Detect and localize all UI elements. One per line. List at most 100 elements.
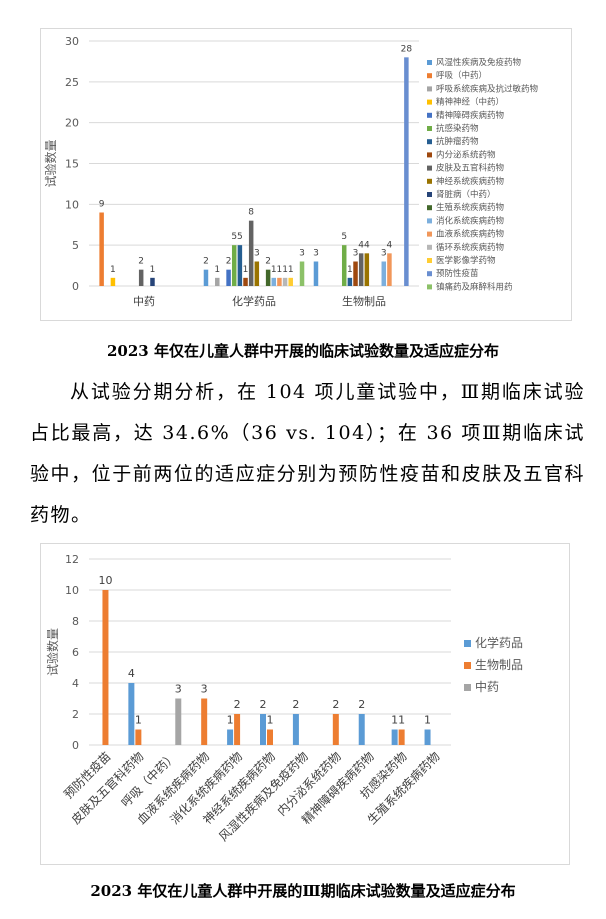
data-label: 3 <box>254 249 260 259</box>
data-label: 2 <box>138 257 144 267</box>
legend-swatch <box>427 86 432 92</box>
legend-label: 肾脏病（中药） <box>436 189 496 200</box>
bar <box>248 220 254 286</box>
data-label: 1 <box>110 265 116 275</box>
legend-label: 抗感染药物 <box>436 123 479 134</box>
x-tick-label: 化学药品 <box>232 294 276 308</box>
y-tick-label: 30 <box>65 35 79 48</box>
legend-swatch <box>427 60 432 65</box>
x-tick-label: 中药 <box>133 295 155 308</box>
bar <box>353 261 358 286</box>
legend-label: 呼吸（中药） <box>436 70 487 81</box>
bar <box>215 277 220 286</box>
legend-swatch <box>427 284 432 290</box>
data-label: 2 <box>292 698 299 711</box>
legend-label: 内分泌系统药物 <box>436 149 496 160</box>
y-axis-label: 试验数量 <box>45 628 60 676</box>
y-tick-label: 12 <box>65 553 79 566</box>
bar <box>150 277 155 286</box>
data-label: 1 <box>288 265 294 275</box>
bar <box>234 714 241 745</box>
bar <box>341 245 347 286</box>
legend-label: 医学影像学药物 <box>436 255 496 266</box>
data-label: 2 <box>260 698 267 711</box>
bar <box>138 269 144 286</box>
legend-label: 生物制品 <box>475 658 523 672</box>
legend-label: 消化系统疾病药物 <box>436 215 505 226</box>
bar <box>227 729 234 745</box>
bar <box>102 590 109 745</box>
data-label: 2 <box>358 698 365 711</box>
bar <box>226 269 231 286</box>
data-label: 5 <box>231 232 237 242</box>
y-tick-label: 25 <box>65 76 79 89</box>
legend-label: 呼吸系统疾病及抗过敏药物 <box>436 83 539 94</box>
data-label: 1 <box>271 265 277 275</box>
data-label: 4 <box>358 240 364 250</box>
legend-swatch <box>464 640 471 647</box>
data-label: 5 <box>341 232 347 242</box>
chart-indications-all: 0 5 10 15 20 25 30 试验数量 中药 9 1 2 1 化学药品 2 1 2 5 5 1 8 3 2 1 1 1 1 3… <box>40 28 572 321</box>
y-tick-label: 15 <box>65 158 79 171</box>
bar <box>267 729 273 745</box>
data-label: 28 <box>401 44 413 54</box>
data-label: 2 <box>226 257 232 267</box>
bar <box>387 253 392 286</box>
legend-label: 精神神经（中药） <box>436 97 504 108</box>
bar <box>404 57 409 286</box>
bar <box>398 729 405 745</box>
bar <box>288 277 293 286</box>
legend-swatch <box>427 152 432 158</box>
data-label: 1 <box>282 265 288 275</box>
legend-swatch <box>427 244 432 250</box>
legend-label: 镇痛药及麻醉科用药 <box>436 281 513 292</box>
data-label: 3 <box>299 249 305 259</box>
bar <box>243 277 248 286</box>
legend-swatch <box>427 73 432 79</box>
legend-label: 神经系统疾病药物 <box>436 176 505 187</box>
data-label: 4 <box>387 240 393 250</box>
data-label: 9 <box>99 200 105 210</box>
bar <box>282 277 288 286</box>
bar <box>128 683 135 745</box>
legend-swatch <box>427 192 432 197</box>
bar <box>254 261 260 286</box>
legend-swatch <box>427 178 432 184</box>
bar <box>271 277 277 286</box>
legend-swatch <box>427 231 432 237</box>
y-tick-label: 2 <box>72 708 79 721</box>
legend-label: 精神障碍疾病药物 <box>436 110 505 121</box>
bar <box>424 729 431 745</box>
bar <box>313 261 319 286</box>
bar <box>203 269 209 286</box>
legend-swatch <box>464 684 471 691</box>
data-label: 1 <box>391 714 398 727</box>
bar <box>299 261 305 286</box>
data-label: 1 <box>398 714 405 727</box>
data-label: 4 <box>364 240 370 250</box>
bar <box>292 714 299 745</box>
legend-swatch <box>427 126 432 131</box>
legend-label: 皮肤及五官科药物 <box>436 163 505 174</box>
y-tick-label: 10 <box>65 584 79 597</box>
bar <box>110 277 116 286</box>
data-label: 4 <box>128 667 135 680</box>
legend-label: 生殖系统疾病药物 <box>436 202 505 213</box>
data-label: 2 <box>265 257 271 267</box>
data-label: 3 <box>381 249 387 259</box>
data-label: 1 <box>227 714 234 727</box>
bar <box>332 714 339 745</box>
legend-swatch <box>427 218 432 224</box>
legend-swatch <box>427 112 432 118</box>
y-tick-label: 8 <box>72 615 79 628</box>
bar <box>358 714 365 745</box>
data-label: 1 <box>347 265 353 275</box>
data-label: 2 <box>234 698 241 711</box>
data-label: 1 <box>135 714 142 727</box>
y-axis-label: 试验数量 <box>43 139 58 187</box>
legend-label: 血液系统疾病药物 <box>436 229 505 240</box>
data-label: 3 <box>175 683 182 696</box>
legend-label: 预防性疫苗 <box>436 268 479 279</box>
data-label: 5 <box>237 232 243 242</box>
